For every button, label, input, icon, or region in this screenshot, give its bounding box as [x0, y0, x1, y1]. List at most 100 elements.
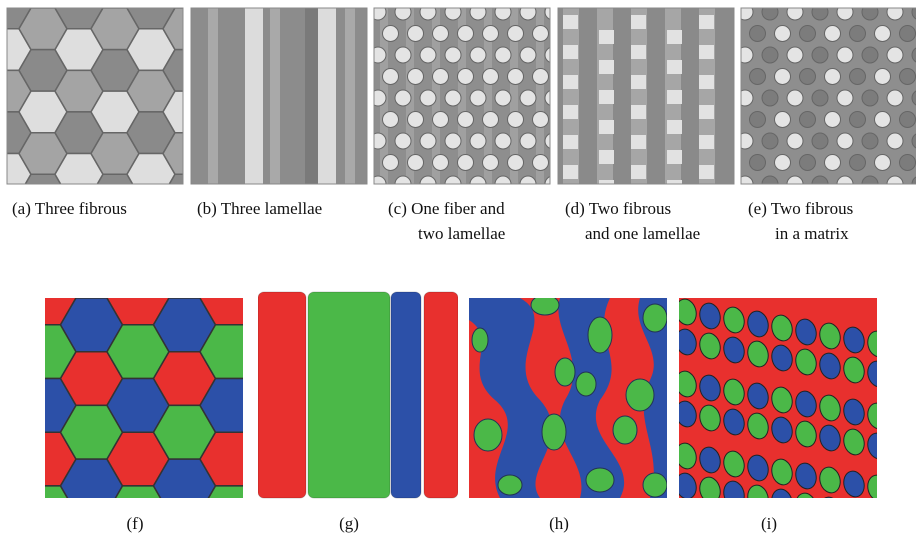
segment [699, 476, 721, 498]
segment [771, 488, 793, 498]
dot [741, 175, 754, 184]
square [667, 120, 682, 134]
dot [469, 175, 487, 184]
dot [394, 8, 412, 21]
segment [747, 310, 769, 338]
dot [519, 175, 537, 184]
square [631, 45, 646, 59]
square [563, 75, 578, 89]
segment [699, 302, 721, 330]
dot [749, 68, 766, 85]
caption: (a) Three fibrous [12, 199, 127, 218]
segment [747, 382, 769, 410]
segment [843, 398, 865, 426]
segment [747, 412, 769, 440]
inclusion [575, 371, 597, 397]
dot [444, 175, 462, 184]
dot [432, 111, 449, 128]
panel [679, 298, 877, 498]
dot [874, 25, 891, 42]
dot [774, 25, 791, 42]
segment [679, 442, 697, 470]
caption: (c) One fiber and [388, 199, 505, 218]
segment [819, 466, 841, 494]
dot [836, 132, 854, 150]
dot [741, 46, 754, 64]
segment [771, 344, 793, 372]
dot [407, 25, 424, 42]
dot [836, 89, 854, 107]
segment [699, 404, 721, 432]
square [599, 150, 614, 164]
dot [444, 8, 462, 21]
segment [679, 328, 697, 356]
dot [749, 154, 766, 171]
dot [374, 46, 387, 64]
square [599, 120, 614, 134]
dot [886, 175, 904, 184]
segment [723, 480, 745, 498]
dot [824, 25, 841, 42]
dot [457, 25, 474, 42]
dot [861, 8, 879, 21]
stripe [484, 8, 492, 184]
dot [849, 25, 866, 42]
square [563, 165, 578, 179]
dot [457, 68, 474, 85]
dot [741, 89, 754, 107]
dot [494, 175, 512, 184]
square [631, 165, 646, 179]
panel-frame [740, 7, 916, 185]
dot [544, 90, 550, 106]
dot [799, 111, 816, 128]
stripe [270, 8, 280, 184]
segment [795, 492, 817, 498]
panel [191, 8, 367, 184]
caption: and one lamellae [585, 224, 700, 243]
hexagon [162, 8, 183, 51]
hexagon [14, 218, 76, 272]
hexagon [199, 431, 243, 487]
segment [795, 390, 817, 418]
dot [774, 68, 791, 85]
dot [849, 68, 866, 85]
lamella [258, 291, 307, 499]
dot [749, 111, 766, 128]
dot [469, 132, 487, 150]
dot [519, 132, 537, 150]
dot [394, 46, 412, 64]
dot [899, 25, 916, 42]
dot [382, 111, 399, 128]
dot [544, 47, 550, 63]
stripe [536, 8, 544, 184]
stripe [699, 8, 715, 184]
square [631, 105, 646, 119]
dot [786, 8, 804, 21]
hexagon [61, 513, 123, 543]
dot [836, 46, 854, 64]
lamella [423, 291, 458, 499]
caption: (g) [339, 514, 359, 533]
caption: in a matrix [775, 224, 849, 243]
hexagon [0, 352, 30, 406]
segment [679, 472, 697, 498]
dot [532, 154, 549, 171]
dot [394, 132, 412, 150]
hexagon [199, 298, 243, 326]
hexagon [162, 90, 183, 134]
segment [699, 446, 721, 474]
dot [899, 154, 916, 171]
dot [911, 133, 916, 149]
square [667, 60, 682, 74]
dot [382, 68, 399, 85]
lamella [307, 291, 391, 499]
dot [886, 89, 904, 107]
dot [874, 111, 891, 128]
dot [374, 175, 387, 184]
dot [799, 25, 816, 42]
caption: (f) [127, 514, 144, 533]
dot [444, 89, 462, 107]
hexagon [102, 8, 128, 9]
segment [747, 340, 769, 368]
segment [819, 322, 841, 350]
